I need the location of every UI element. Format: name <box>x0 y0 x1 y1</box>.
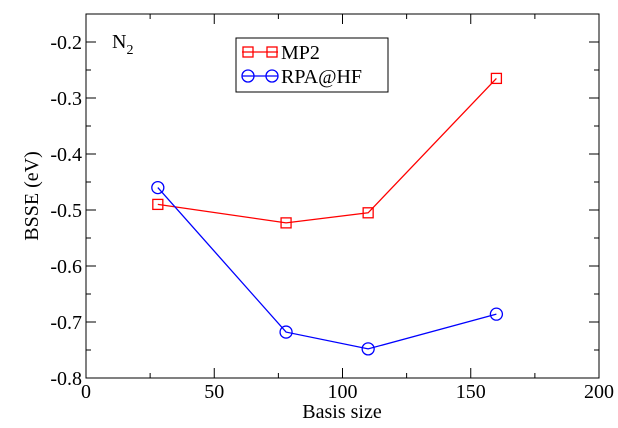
data-point-mp2 <box>362 207 374 219</box>
series-mp2 <box>152 72 503 229</box>
series-line-mp2 <box>157 77 497 224</box>
y-tick-label: -0.2 <box>50 32 82 54</box>
x-tick-label: 100 <box>328 381 358 403</box>
y-tick-label: -0.6 <box>50 256 82 278</box>
data-point-rpa-hf <box>489 307 504 321</box>
x-tick-label: 0 <box>81 381 91 403</box>
legend-marker <box>265 69 279 83</box>
y-tick-label: -0.4 <box>50 144 82 166</box>
y-ticks: -0.8 -0.7 -0.6 -0.5 -0.4 -0.3 -0.2 <box>50 32 599 390</box>
x-axis-label: Basis size <box>302 401 382 423</box>
series-line-rpa-hf <box>157 187 497 350</box>
x-tick-label: 150 <box>456 381 486 403</box>
annotation-base: N <box>112 31 126 53</box>
legend-marker <box>266 46 278 58</box>
legend-item-mp2: MP2 <box>242 42 320 64</box>
x-tick-label: 200 <box>584 381 614 403</box>
annotation-subscript: 2 <box>126 43 133 58</box>
y-tick-label: -0.5 <box>50 200 82 222</box>
legend-marker <box>241 69 255 83</box>
legend-marker <box>242 46 254 58</box>
data-point-rpa-hf <box>151 180 165 195</box>
legend-label: MP2 <box>281 42 320 64</box>
y-axis-label: BSSE (eV) <box>21 151 43 240</box>
data-point-mp2 <box>490 72 503 85</box>
annotation-n2: N2 <box>112 31 133 58</box>
legend-label: RPA@HF <box>281 66 362 88</box>
x-tick-label: 50 <box>204 381 224 403</box>
x-ticks: 0 50 100 150 200 <box>81 14 614 403</box>
data-point-rpa-hf <box>279 325 293 339</box>
series-layer <box>151 72 504 356</box>
series-rpa-hf <box>151 180 504 356</box>
legend-item-rpa-hf: RPA@HF <box>241 66 362 88</box>
data-point-mp2 <box>280 217 292 229</box>
legend-box <box>235 37 389 93</box>
y-tick-label: -0.8 <box>50 368 82 390</box>
data-point-mp2 <box>152 198 164 211</box>
data-point-rpa-hf <box>361 342 375 356</box>
y-tick-label: -0.7 <box>50 312 82 334</box>
y-tick-label: -0.3 <box>50 88 82 110</box>
